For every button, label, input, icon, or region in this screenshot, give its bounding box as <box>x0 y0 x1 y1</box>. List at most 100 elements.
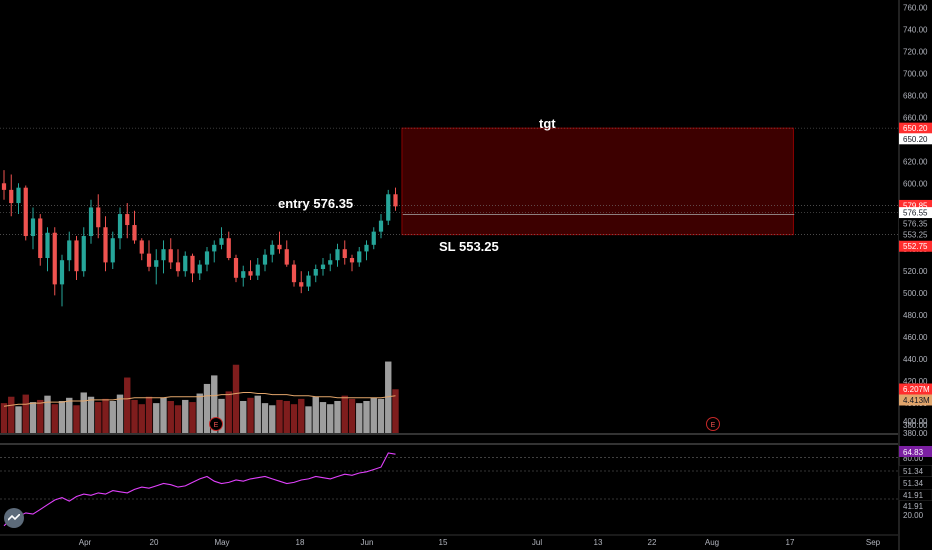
price-axis-label: 660.00 <box>903 113 928 122</box>
volume-bar <box>8 396 15 433</box>
price-axis-label: 680.00 <box>903 91 928 100</box>
candle-body <box>23 187 28 237</box>
volume-tag-label: 4.413M <box>903 396 930 405</box>
candle-body <box>175 262 181 272</box>
rsi-axis-label: 41.91 <box>903 491 924 500</box>
candle-body <box>313 268 318 276</box>
volume-bar <box>22 394 29 433</box>
price-tag <box>899 133 932 145</box>
volume-bar <box>131 399 138 433</box>
volume-bar <box>37 399 44 433</box>
candle-body <box>364 244 369 252</box>
price-axis-label: 720.00 <box>903 47 928 56</box>
candle-body <box>110 238 115 263</box>
rsi-axis-label: 80.00 <box>903 454 924 463</box>
tradingview-logo-icon[interactable] <box>4 508 24 528</box>
candle-body <box>38 218 43 259</box>
price-tag-label: 576.55 <box>903 209 928 218</box>
volume-axis-label: 400.00 <box>903 417 928 426</box>
volume-bar <box>356 403 363 433</box>
candle-body <box>9 189 14 204</box>
price-axis-label: 600.00 <box>903 179 928 188</box>
candle-body <box>270 244 275 255</box>
candle-body <box>67 240 72 261</box>
price-tag-label: 650.20 <box>903 124 928 133</box>
price-tag <box>899 207 932 219</box>
candle-body <box>255 264 260 276</box>
candle-body <box>183 255 188 272</box>
candle-body <box>30 218 36 237</box>
candle-body <box>117 214 123 239</box>
volume-bar <box>298 398 305 433</box>
earnings-marker-icon <box>706 417 720 431</box>
candle-body <box>16 187 21 204</box>
volume-bar <box>15 406 22 433</box>
candle-body <box>277 244 282 250</box>
volume-bar <box>109 401 116 433</box>
volume-bar <box>102 398 109 433</box>
price-tag <box>899 218 932 230</box>
volume-bar <box>370 397 377 433</box>
volume-bar <box>138 404 145 433</box>
candle-body <box>371 231 376 245</box>
volume-bar <box>341 395 348 433</box>
candle-body <box>154 260 159 267</box>
volume-bar <box>87 396 95 433</box>
rsi-axis-label: 51.34 <box>903 467 924 476</box>
volume-tag <box>899 394 932 406</box>
time-axis-label: May <box>214 538 229 547</box>
candle-body <box>248 271 253 276</box>
candle-body <box>342 249 347 259</box>
volume-bar <box>80 392 87 433</box>
volume-bar <box>218 398 225 433</box>
price-tag-label: 650.20 <box>903 135 928 144</box>
volume-bar <box>44 395 51 433</box>
volume-bar <box>334 401 341 433</box>
volume-bar <box>363 401 370 433</box>
volume-bar <box>276 399 283 433</box>
candle-body <box>320 264 326 269</box>
price-axis-label: 500.00 <box>903 289 928 298</box>
earnings-marker-label: E <box>214 422 219 429</box>
price-tag-label: 552.75 <box>903 242 928 251</box>
price-tag <box>899 240 932 252</box>
candle-body <box>45 232 50 259</box>
volume-bar <box>290 404 298 433</box>
price-tag-label: 579.85 <box>903 201 928 210</box>
candle-body <box>386 194 391 221</box>
volume-bar <box>232 364 240 433</box>
candle-body <box>125 214 130 226</box>
volume-bar <box>145 396 153 433</box>
volume-bar <box>319 402 327 433</box>
volume-bar <box>247 397 254 433</box>
volume-bar <box>0 403 8 433</box>
volume-bar <box>196 393 203 433</box>
candle-body <box>219 238 224 245</box>
volume-bar <box>153 403 160 433</box>
volume-bar <box>327 404 334 433</box>
volume-bar <box>73 405 80 433</box>
candle-body <box>328 260 333 265</box>
rsi-axis-label: 20.00 <box>903 511 924 520</box>
volume-bar <box>240 401 247 433</box>
candle-body <box>139 240 144 254</box>
volume-bar <box>312 396 319 433</box>
price-tag-label: 553.25 <box>903 231 928 240</box>
candle-body <box>212 244 217 252</box>
candle-body <box>197 264 202 274</box>
candle-body <box>190 255 195 274</box>
candle-body <box>226 238 231 259</box>
candle-body <box>349 258 355 263</box>
price-axis-label: 380.00 <box>903 421 928 430</box>
price-tag <box>899 199 932 211</box>
time-axis-label: Sep <box>866 538 881 547</box>
price-tag-label: 576.35 <box>903 220 928 229</box>
volume-bar <box>51 404 58 433</box>
volume-axis-label: 380.00 <box>903 429 928 438</box>
volume-bar <box>58 401 66 433</box>
annotation-sl: SL 553.25 <box>439 239 499 254</box>
volume-bar <box>174 405 182 433</box>
candle-body <box>357 251 362 263</box>
